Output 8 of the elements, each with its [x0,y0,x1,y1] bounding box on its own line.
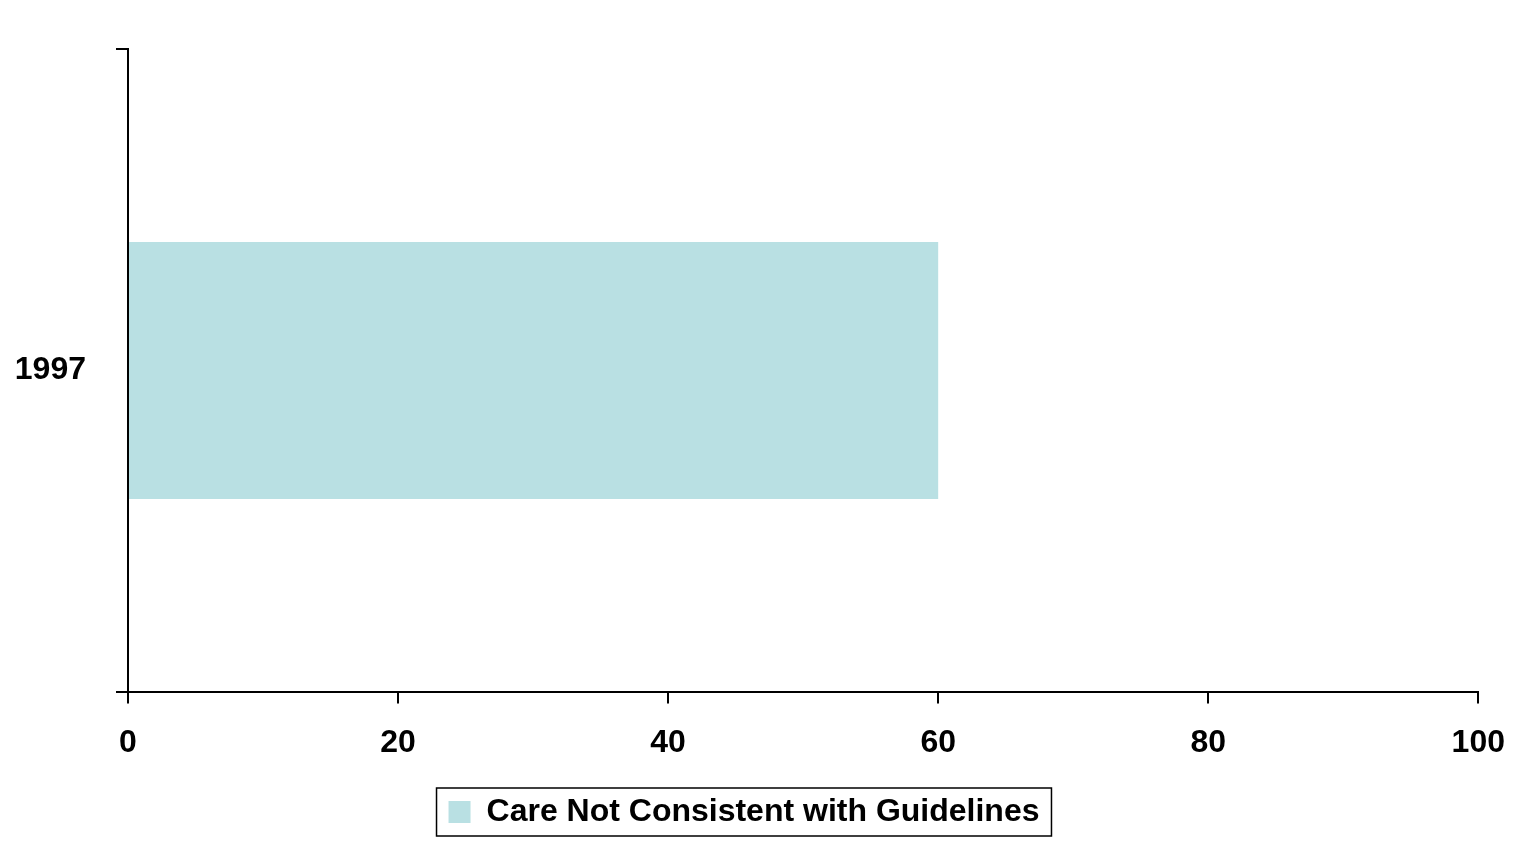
x-tick-label: 40 [650,722,686,759]
legend-label: Care Not Consistent with Guidelines [486,791,1040,828]
x-tick-label: 60 [920,722,956,759]
x-tick-label: 0 [119,722,137,759]
x-tick-label: 20 [380,722,416,759]
x-tick-label: 80 [1190,722,1227,759]
y-tick-label: 1997 [14,350,86,387]
x-tick-label: 100 [1451,722,1505,759]
